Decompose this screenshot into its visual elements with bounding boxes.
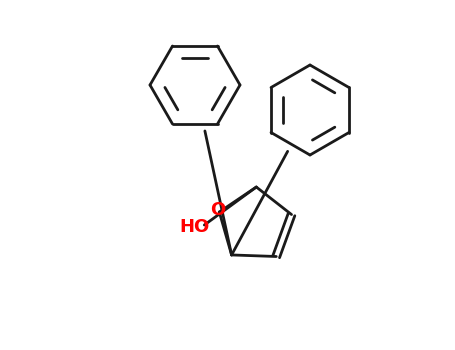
Text: HO: HO bbox=[179, 218, 209, 236]
Text: O: O bbox=[210, 201, 225, 219]
